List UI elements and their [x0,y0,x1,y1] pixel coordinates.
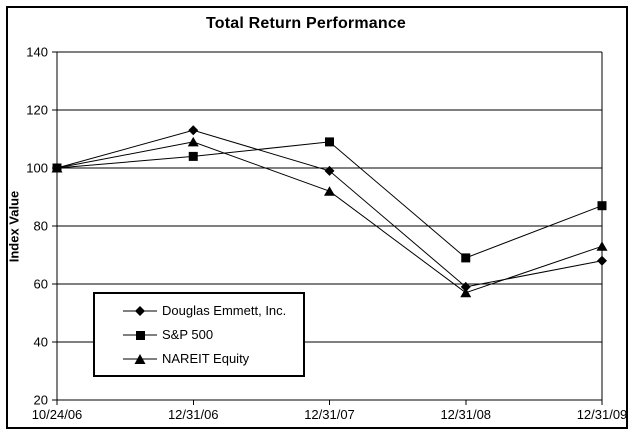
y-tick-label: 120 [26,103,48,118]
square-marker-icon [123,330,157,340]
square-marker [325,137,334,147]
x-tick-label: 12/31/09 [577,407,628,422]
triangle-marker [324,186,335,196]
triangle-marker-icon [123,353,157,364]
triangle-marker [51,163,63,173]
diamond-marker [324,165,335,176]
x-tick-label: 10/24/06 [32,407,83,422]
triangle-marker [187,136,199,147]
legend-label: NAREIT Equity [162,351,250,366]
x-tick-labels: 10/24/06 12/31/06 12/31/07 12/31/08 12/31/09 [32,407,628,422]
y-tick-label: 60 [34,277,48,292]
y-tick-label: 40 [34,335,48,350]
x-tick-label: 12/31/07 [304,407,355,422]
triangle-marker [460,287,472,298]
legend-label: Douglas Emmett, Inc. [162,303,287,318]
legend-entry-douglas-emmett: Douglas Emmett, Inc. [123,303,303,318]
triangle-marker [596,241,608,251]
diamond-marker [597,255,607,266]
diamond-marker [460,281,471,292]
square-marker [461,253,471,263]
legend: Douglas Emmett, Inc. S&P 500 NAREIT Equi… [93,292,305,377]
square-marker [188,151,198,161]
x-tick-label: 12/31/06 [168,407,219,422]
series-douglas-emmett-inc [52,125,607,292]
y-tick-labels: 20 40 60 80 100 120 140 [26,45,48,408]
legend-label: S&P 500 [162,327,214,342]
x-tick-label: 12/31/08 [440,407,491,422]
series-line-s-p-500 [56,141,603,259]
legend-entry-sp500: S&P 500 [123,327,303,342]
y-tick-label: 80 [34,219,48,234]
y-tick-label: 100 [26,161,48,176]
series-line-douglas-emmett-inc [56,129,603,288]
legend-entry-nareit: NAREIT Equity [123,351,303,366]
diamond-marker-icon [123,305,157,316]
y-tick-label: 20 [34,393,48,408]
series-line-nareit-equity [56,141,603,294]
square-marker [597,201,607,211]
y-tick-label: 140 [26,45,48,60]
series-s-p-500 [52,137,607,263]
diamond-marker [188,125,199,136]
series-nareit-equity [51,136,608,298]
chart-title: Total Return Performance [205,15,407,32]
